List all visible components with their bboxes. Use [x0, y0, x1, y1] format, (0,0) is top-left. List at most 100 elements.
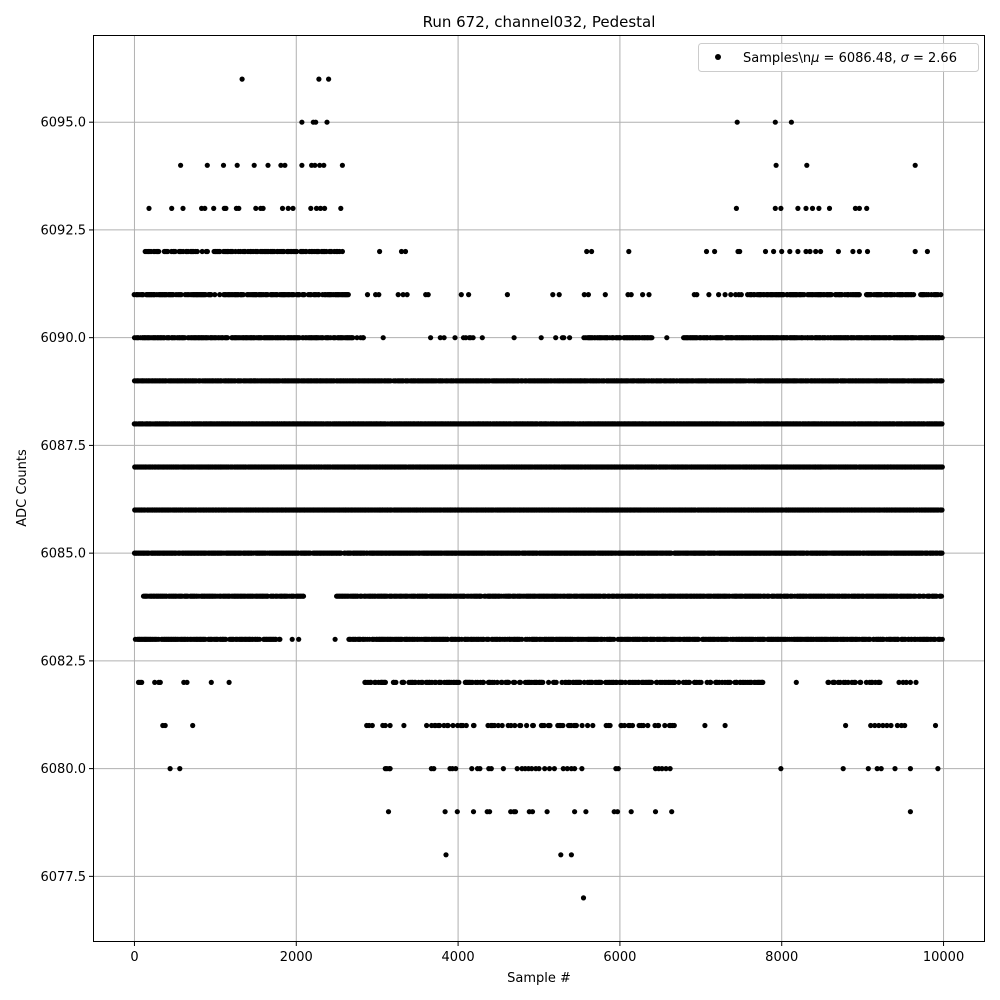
data-point [339, 248, 345, 255]
data-point [646, 292, 652, 298]
data-point [437, 335, 443, 341]
data-point [694, 292, 700, 298]
data-point [504, 292, 510, 298]
data-point [217, 292, 223, 298]
data-point [816, 205, 822, 211]
data-point [279, 205, 286, 211]
data-point [924, 248, 931, 255]
data-point [778, 205, 784, 211]
data-point [773, 162, 779, 168]
data-point [803, 205, 809, 211]
data-point [809, 205, 816, 211]
data-point [584, 248, 590, 255]
data-point [321, 162, 327, 168]
data-point [734, 119, 740, 125]
data-point [326, 76, 332, 82]
data-point [299, 119, 305, 125]
data-point [738, 292, 744, 298]
data-point [224, 335, 231, 341]
data-point [285, 205, 291, 211]
data-point [722, 292, 728, 298]
data-point [313, 205, 320, 211]
data-point [316, 292, 322, 298]
data-point [850, 248, 856, 255]
data-point [301, 292, 307, 298]
data-point [567, 335, 573, 341]
data-point [795, 248, 801, 255]
data-point [312, 162, 318, 168]
data-point [395, 292, 401, 298]
data-point [856, 292, 862, 298]
data-point [234, 162, 240, 168]
data-point [807, 248, 813, 255]
data-point [479, 335, 485, 341]
data-point [762, 248, 769, 255]
data-point [561, 335, 567, 341]
data-point [556, 292, 562, 298]
data-point [217, 248, 223, 255]
data-point [194, 248, 200, 255]
data-point [835, 248, 842, 255]
data-point [282, 162, 288, 168]
data-point [253, 205, 259, 211]
data-point [911, 292, 917, 298]
data-point [350, 335, 356, 341]
data-point [360, 335, 366, 341]
data-point [803, 248, 809, 255]
data-point [428, 335, 434, 341]
data-point [589, 248, 595, 255]
data-point [712, 248, 718, 255]
data-point [364, 292, 371, 298]
data-point [398, 248, 405, 255]
data-point [404, 292, 410, 298]
data-point [178, 162, 184, 168]
data-point [402, 248, 409, 255]
data-point [458, 292, 464, 298]
data-point [864, 248, 871, 255]
data-point [317, 162, 323, 168]
data-point [939, 335, 945, 341]
data-point [581, 292, 587, 298]
data-point [640, 292, 646, 298]
data-point [553, 335, 559, 341]
data-point [169, 205, 175, 211]
data-point [470, 335, 476, 341]
data-point [912, 162, 918, 168]
data-point [771, 248, 777, 255]
data-point [380, 335, 386, 341]
data-point [165, 248, 171, 255]
data-point [649, 335, 655, 341]
data-point [452, 335, 458, 341]
data-point [202, 205, 208, 211]
data-point [212, 292, 218, 298]
data-point [178, 292, 184, 298]
data-point [737, 248, 743, 255]
data-point [204, 248, 210, 255]
data-point [199, 248, 205, 255]
data-point [324, 119, 330, 125]
data-point [813, 248, 819, 255]
data-point [220, 162, 227, 168]
data-point [317, 205, 324, 211]
data-point [400, 292, 406, 298]
data-point [294, 248, 300, 255]
data-point [733, 205, 740, 211]
data-point [856, 248, 863, 255]
data-point [864, 205, 870, 211]
data-point [912, 248, 918, 255]
data-point [939, 464, 945, 470]
data-point [804, 162, 810, 168]
data-point [265, 162, 271, 168]
data-point [628, 292, 634, 298]
data-point [602, 292, 608, 298]
data-point [795, 205, 801, 211]
data-point [339, 162, 345, 168]
data-point [322, 205, 328, 211]
data-point [939, 421, 945, 427]
data-point [211, 205, 217, 211]
data-point [425, 292, 431, 298]
data-point [706, 292, 712, 298]
data-point [338, 205, 344, 211]
